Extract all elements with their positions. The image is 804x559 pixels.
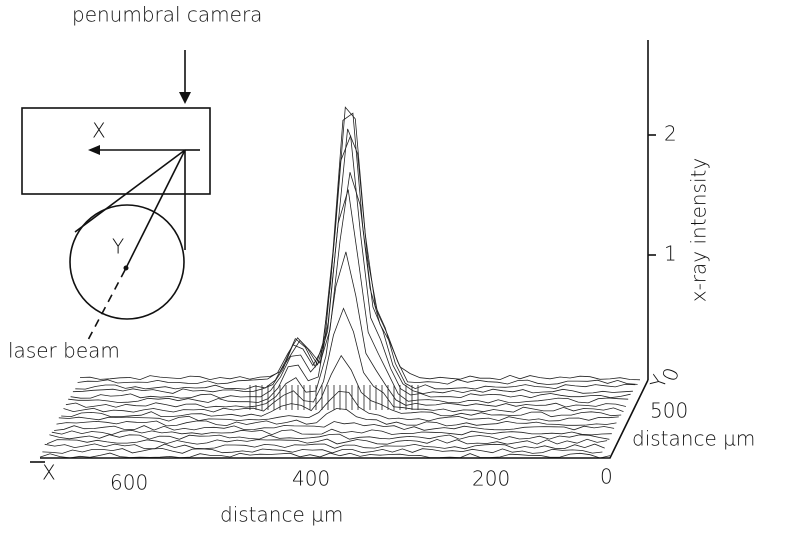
inset-y-label: Y	[112, 235, 124, 259]
surface-line	[79, 172, 641, 381]
surface-line	[44, 443, 605, 450]
focus-point	[123, 265, 129, 271]
inset-x-label: X	[92, 119, 106, 143]
x-tick-label: 600	[110, 471, 148, 495]
z-tick-label: 2	[664, 122, 677, 146]
laser-beam	[87, 269, 126, 341]
surface	[30, 106, 649, 463]
x-tick-label: 0	[600, 465, 613, 489]
surface-line	[42, 448, 603, 454]
z-tick-label: 1	[664, 242, 677, 266]
surface-line	[65, 251, 626, 408]
surface-line	[49, 433, 610, 440]
surface-line	[63, 307, 624, 413]
cone-left	[74, 149, 186, 233]
x-axis-name: X	[42, 461, 56, 485]
inset-title: penumbral camera	[72, 3, 262, 27]
x-arrowhead	[88, 145, 100, 155]
surface-line	[46, 438, 608, 445]
y-tick-label: 500	[650, 399, 688, 423]
surface-line	[70, 135, 631, 399]
inset-diagram: penumbral camera X Y laser beam	[8, 3, 262, 363]
camera-arrowhead	[179, 92, 191, 104]
x-tick-label: 400	[292, 467, 330, 491]
surface-line	[56, 408, 617, 427]
inset-beam-label: laser beam	[8, 339, 120, 363]
surface-line	[58, 390, 619, 422]
surface-line	[68, 189, 629, 404]
focal-circle	[69, 204, 185, 320]
x-axis-label: distance µm	[220, 503, 343, 527]
surface-line	[77, 128, 638, 385]
camera-box	[21, 107, 211, 195]
x-tick-label: 200	[472, 467, 510, 491]
surface-line	[75, 106, 636, 390]
surface-line	[51, 428, 612, 436]
surface-line	[54, 421, 615, 431]
surface-edge	[40, 379, 649, 459]
z-axis-label: x-ray intensity	[687, 158, 711, 302]
y-axis-label: distance µm	[632, 427, 755, 451]
surface-line	[61, 354, 622, 418]
surface-line	[72, 112, 633, 395]
y-line	[124, 149, 186, 271]
